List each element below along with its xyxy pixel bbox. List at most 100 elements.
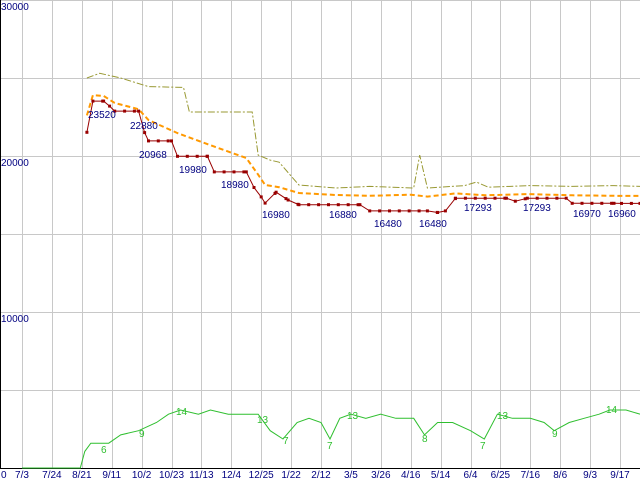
series-marker (166, 139, 170, 143)
y-tick-label: 20000 (1, 158, 29, 169)
series-marker (570, 201, 574, 205)
series-marker (629, 201, 633, 205)
series-marker (388, 209, 391, 213)
count-point-label: 6 (101, 445, 107, 456)
series-marker (493, 196, 497, 200)
series-marker (274, 190, 278, 194)
series-marker (454, 196, 457, 200)
series-store-count (22, 409, 640, 469)
count-point-label: 14 (176, 407, 188, 418)
count-point-label: 7 (480, 441, 486, 452)
x-tick-label: 7/16 (521, 470, 541, 480)
x-tick-label: 11/13 (189, 470, 214, 480)
series-marker (425, 209, 429, 213)
x-tick-label: 12/4 (222, 470, 242, 480)
series-max-price (86, 72, 640, 189)
series-marker (407, 209, 411, 213)
series-marker (612, 201, 616, 205)
x-tick-label: 12/25 (249, 470, 274, 480)
x-tick-label: 2/12 (311, 470, 331, 480)
series-marker (147, 139, 150, 143)
series-marker (113, 109, 117, 113)
price-point-label: 17293 (523, 203, 551, 214)
series-marker (417, 209, 421, 213)
x-tick-label: 5/14 (431, 470, 451, 480)
series-marker (336, 203, 340, 207)
x-tick-label: 4/16 (401, 470, 421, 480)
series-marker (132, 109, 136, 113)
series-marker (317, 203, 321, 207)
x-tick-label: 3/26 (371, 470, 391, 480)
count-point-label: 9 (552, 429, 558, 440)
x-tick-label: 9/17 (610, 470, 630, 480)
series-marker (143, 131, 147, 135)
price-point-label: 20968 (139, 150, 167, 161)
series-marker (212, 170, 216, 174)
series-marker (535, 196, 539, 200)
series-marker (85, 130, 89, 134)
y-tick-label: 10000 (1, 314, 29, 325)
y-tick-label: 0 (1, 470, 7, 480)
series-marker (185, 154, 189, 158)
series-marker (513, 199, 517, 203)
count-point-label: 8 (422, 434, 428, 445)
series-marker (91, 99, 95, 103)
series-marker (244, 170, 248, 174)
series-marker (590, 201, 594, 205)
series-marker (232, 170, 236, 174)
series-marker (443, 209, 447, 213)
series-marker (378, 209, 382, 213)
x-tick-label: 10/2 (132, 470, 152, 480)
x-tick-label: 7/24 (42, 470, 62, 480)
x-tick-label: 1/22 (281, 470, 301, 480)
price-point-label: 22880 (130, 121, 158, 132)
price-point-label: 16980 (262, 210, 290, 221)
y-tick-label: 30000 (1, 2, 29, 13)
series-marker (580, 201, 584, 205)
count-point-label: 13 (347, 411, 359, 422)
series-marker (222, 170, 226, 174)
series-marker (620, 201, 623, 205)
series-marker (297, 203, 301, 207)
series-marker (436, 211, 440, 214)
series-avg-price (85, 94, 640, 198)
price-point-label: 16960 (608, 209, 636, 220)
series-marker (252, 186, 256, 189)
series-marker (473, 196, 477, 200)
series-marker (327, 203, 330, 207)
series-marker (286, 198, 290, 202)
count-point-label: 13 (497, 411, 509, 422)
series-marker (108, 104, 112, 108)
count-point-label: 7 (283, 436, 289, 447)
x-tick-label: 8/21 (72, 470, 92, 480)
price-point-label: 16480 (374, 219, 402, 230)
series-marker (525, 196, 529, 200)
series-marker (156, 139, 160, 143)
x-tick-label: 7/3 (15, 470, 29, 480)
x-tick-label: 10/23 (159, 470, 184, 480)
count-point-label: 14 (606, 405, 618, 416)
x-tick-label: 9/3 (583, 470, 597, 480)
count-point-label: 7 (327, 441, 333, 452)
price-point-label: 16880 (329, 210, 357, 221)
series-marker (123, 109, 127, 113)
series-marker (259, 195, 263, 199)
series-marker (600, 201, 604, 205)
price-point-label: 16480 (419, 219, 447, 230)
series-marker (545, 196, 549, 200)
series-marker (284, 197, 288, 201)
price-point-label: 16970 (573, 209, 601, 220)
x-tick-label: 8/6 (553, 470, 567, 480)
price-point-label: 19980 (179, 165, 207, 176)
series-marker (205, 154, 209, 158)
x-tick-label: 6/25 (491, 470, 511, 480)
series-marker (523, 197, 527, 201)
series-marker (263, 201, 267, 205)
series-marker (368, 209, 372, 213)
price-point-label: 17293 (464, 203, 492, 214)
count-point-label: 13 (257, 415, 269, 426)
series-marker (242, 170, 246, 174)
series-marker (356, 203, 360, 207)
series-marker (610, 201, 614, 205)
series-marker (358, 203, 362, 207)
